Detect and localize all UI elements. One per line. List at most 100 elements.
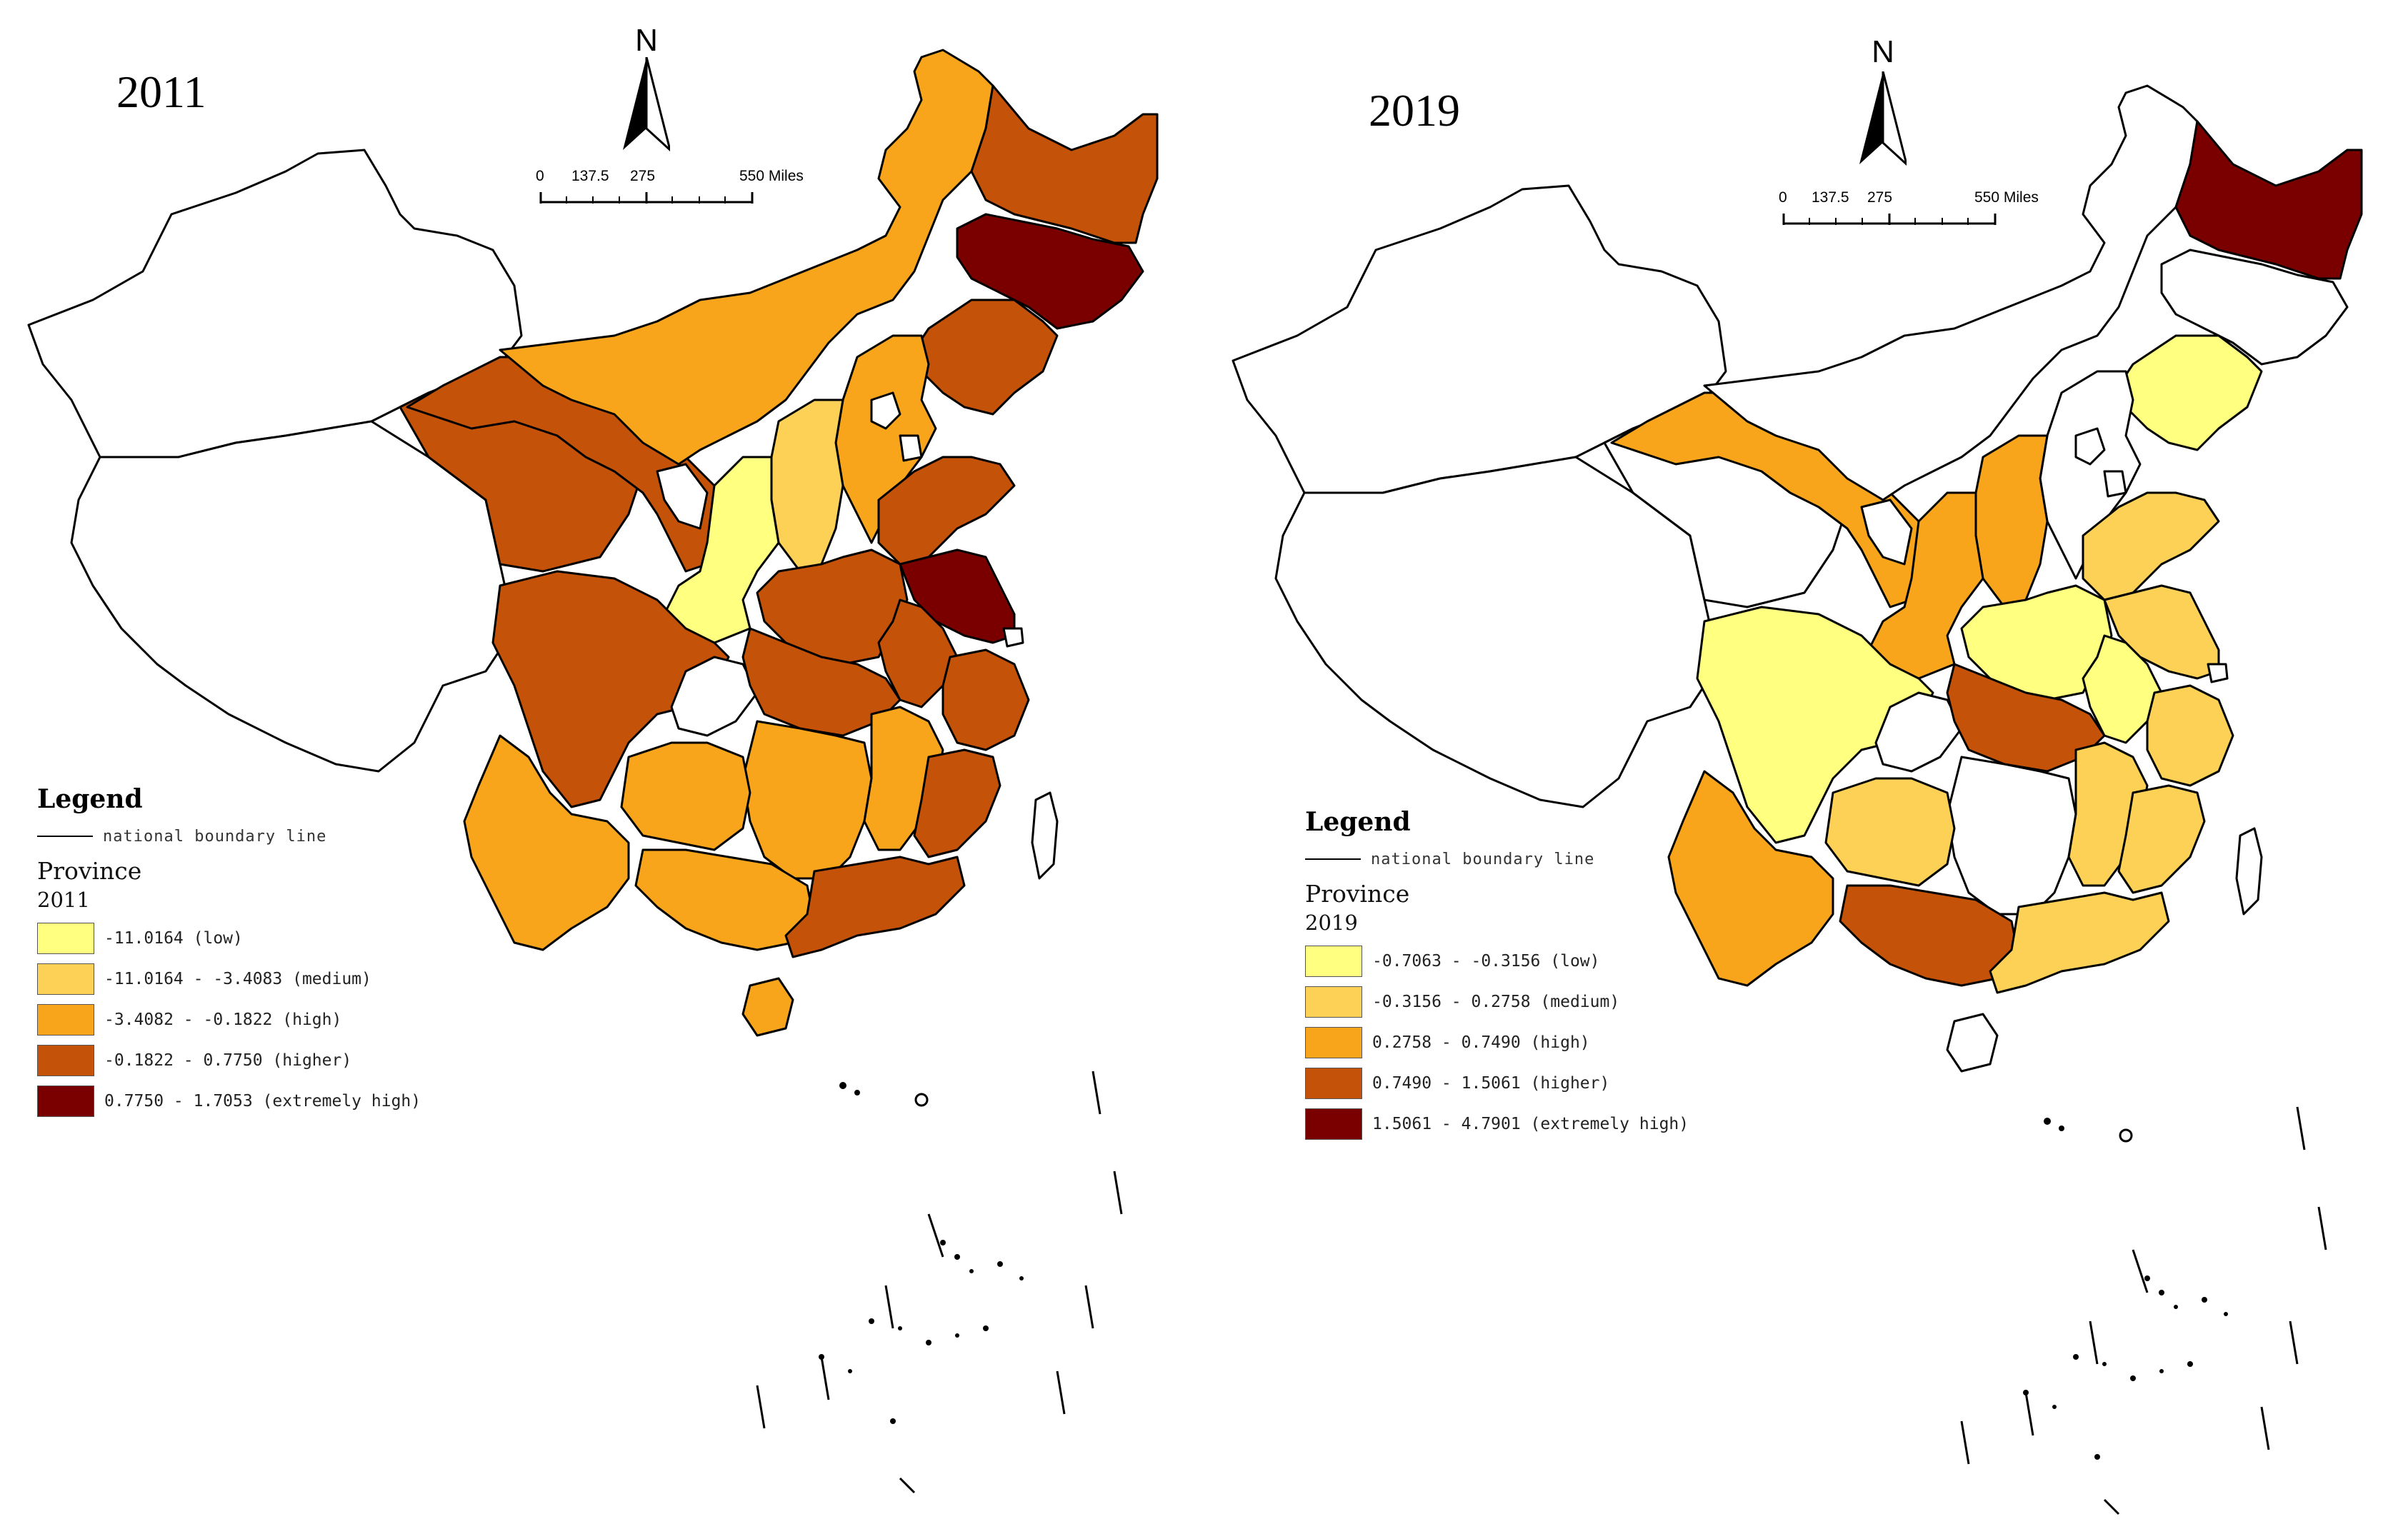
- north-arrow-icon: [1859, 71, 1907, 166]
- region-shanghai: [1002, 627, 1024, 648]
- legend-layer-title: Province: [37, 857, 142, 885]
- legend-class-label: -11.0164 - -3.4083 (medium): [104, 969, 371, 988]
- legend-swatch: [37, 963, 94, 995]
- scale-label-275: 275: [1867, 189, 1893, 206]
- legend-boundary-row: national boundary line: [1305, 847, 1689, 871]
- region-yunnan: [1667, 770, 1834, 987]
- legend-swatch: [37, 1085, 94, 1117]
- legend-2019: Legend national boundary line Province 2…: [1305, 807, 1689, 1144]
- boundary-line-symbol: [1305, 858, 1361, 860]
- region-hainan: [1946, 1013, 1999, 1073]
- region-jilin: [2160, 249, 2349, 366]
- region-zhejiang: [941, 648, 1030, 751]
- legend-swatch: [37, 1044, 94, 1076]
- region-anhui: [2082, 634, 2163, 744]
- region-beijing: [870, 391, 901, 430]
- region-hunan: [741, 720, 873, 880]
- region-shanxi: [1974, 434, 2049, 608]
- region-shandong: [877, 456, 1016, 566]
- boundary-label: national boundary line: [1371, 850, 1595, 868]
- legend-2011: Legend national boundary line Province 2…: [37, 784, 421, 1121]
- scale-label-550: 550 Miles: [1974, 189, 2039, 206]
- legend-layer-title: Province: [1305, 880, 1410, 908]
- region-shanxi: [770, 398, 844, 573]
- region-taiwan: [1031, 791, 1059, 880]
- region-liaoning: [2117, 334, 2263, 451]
- legend-class-higher: -0.1822 - 0.7750 (higher): [37, 1040, 421, 1081]
- region-beijing: [2074, 427, 2106, 466]
- legend-class-label: -0.1822 - 0.7750 (higher): [104, 1051, 352, 1070]
- legend-swatch: [1305, 1108, 1362, 1140]
- region-tianjin: [2103, 470, 2127, 498]
- region-sichuan: [491, 570, 730, 808]
- region-liaoning: [913, 299, 1059, 416]
- legend-title: Legend: [37, 784, 143, 814]
- legend-swatch: [37, 1003, 94, 1036]
- region-zhejiang: [2146, 684, 2234, 787]
- china-map-2019: [1232, 84, 2363, 1515]
- legend-layer-subtitle: 2011: [37, 888, 90, 912]
- region-hunan: [1946, 756, 2077, 916]
- map-title-2019: 2019: [1369, 85, 1460, 136]
- legend-class-medium: -0.3156 - 0.2758 (medium): [1305, 981, 1689, 1022]
- map-panel-2019: 2019 N 0 137.5 275 550 Miles Legend nati…: [1204, 0, 2408, 1539]
- region-heilongjiang: [970, 84, 1159, 244]
- legend-swatch: [37, 922, 94, 954]
- legend-class-label: -0.3156 - 0.2758 (medium): [1372, 992, 1620, 1011]
- legend-class-high: 0.2758 - 0.7490 (high): [1305, 1022, 1689, 1063]
- legend-class-label: 0.7750 - 1.7053 (extremely high): [104, 1091, 421, 1111]
- legend-class-label: -0.7063 - -0.3156 (low): [1372, 951, 1600, 971]
- region-guangdong: [1989, 891, 2170, 994]
- region-heilongjiang: [2174, 120, 2363, 280]
- north-letter: N: [635, 23, 658, 58]
- region-chongqing: [670, 656, 759, 737]
- legend-class-label: -11.0164 (low): [104, 928, 243, 948]
- legend-class-higher: 0.7490 - 1.5061 (higher): [1305, 1063, 1689, 1103]
- region-guizhou: [620, 741, 751, 851]
- legend-class-label: 1.5061 - 4.7901 (extremely high): [1372, 1114, 1689, 1133]
- scale-label-0: 0: [1779, 189, 1787, 206]
- legend-boundary-row: national boundary line: [37, 824, 421, 848]
- nine-dash-line: [1960, 1106, 2327, 1515]
- legend-class-label: -3.4082 - -0.1822 (high): [104, 1010, 342, 1029]
- legend-class-medium: -11.0164 - -3.4083 (medium): [37, 958, 421, 999]
- scale-label-137: 137.5: [1812, 189, 1849, 206]
- north-arrow-icon: [623, 57, 670, 152]
- legend-class-label: 0.7490 - 1.5061 (higher): [1372, 1073, 1610, 1093]
- legend-class-extremely-high: 1.5061 - 4.7901 (extremely high): [1305, 1103, 1689, 1144]
- boundary-line-symbol: [37, 836, 93, 837]
- china-map-2011: [27, 49, 1159, 1494]
- legend-swatch: [1305, 1026, 1362, 1058]
- region-tianjin: [899, 434, 923, 462]
- nine-dash-line: [756, 1071, 1123, 1494]
- south-sea-islands: [2023, 1118, 2228, 1460]
- scale-bar: 0 137.5 275 550 Miles: [1779, 189, 2039, 232]
- map-panel-2011: 2011 N 0 137.5 275 550 Miles Legend nati…: [27, 23, 1159, 1494]
- region-ningxia: [656, 463, 709, 530]
- scale-label-550: 550 Miles: [739, 168, 804, 184]
- region-anhui: [877, 598, 959, 708]
- region-yunnan: [463, 734, 630, 951]
- legend-class-label: 0.2758 - 0.7490 (high): [1372, 1033, 1590, 1052]
- legend-class-extremely-high: 0.7750 - 1.7053 (extremely high): [37, 1081, 421, 1121]
- scale-label-137: 137.5: [571, 168, 609, 184]
- region-ningxia: [1860, 498, 1913, 566]
- region-tibet: [70, 420, 516, 773]
- scale-label-275: 275: [630, 168, 656, 184]
- legend-class-low: -11.0164 (low): [37, 918, 421, 958]
- scale-label-0: 0: [536, 168, 544, 184]
- legend-swatch: [1305, 986, 1362, 1018]
- map-title-2011: 2011: [116, 66, 206, 117]
- boundary-label: national boundary line: [103, 827, 327, 846]
- legend-swatch: [1305, 945, 1362, 977]
- region-taiwan: [2235, 827, 2263, 916]
- region-fujian: [2117, 784, 2206, 894]
- region-chongqing: [1874, 691, 1963, 773]
- region-guizhou: [1824, 777, 1956, 887]
- region-fujian: [913, 748, 1001, 858]
- legend-title: Legend: [1305, 807, 1411, 837]
- region-shanghai: [2207, 663, 2229, 683]
- north-letter: N: [1872, 34, 1894, 69]
- legend-swatch: [1305, 1067, 1362, 1099]
- scale-ticks: [539, 192, 754, 204]
